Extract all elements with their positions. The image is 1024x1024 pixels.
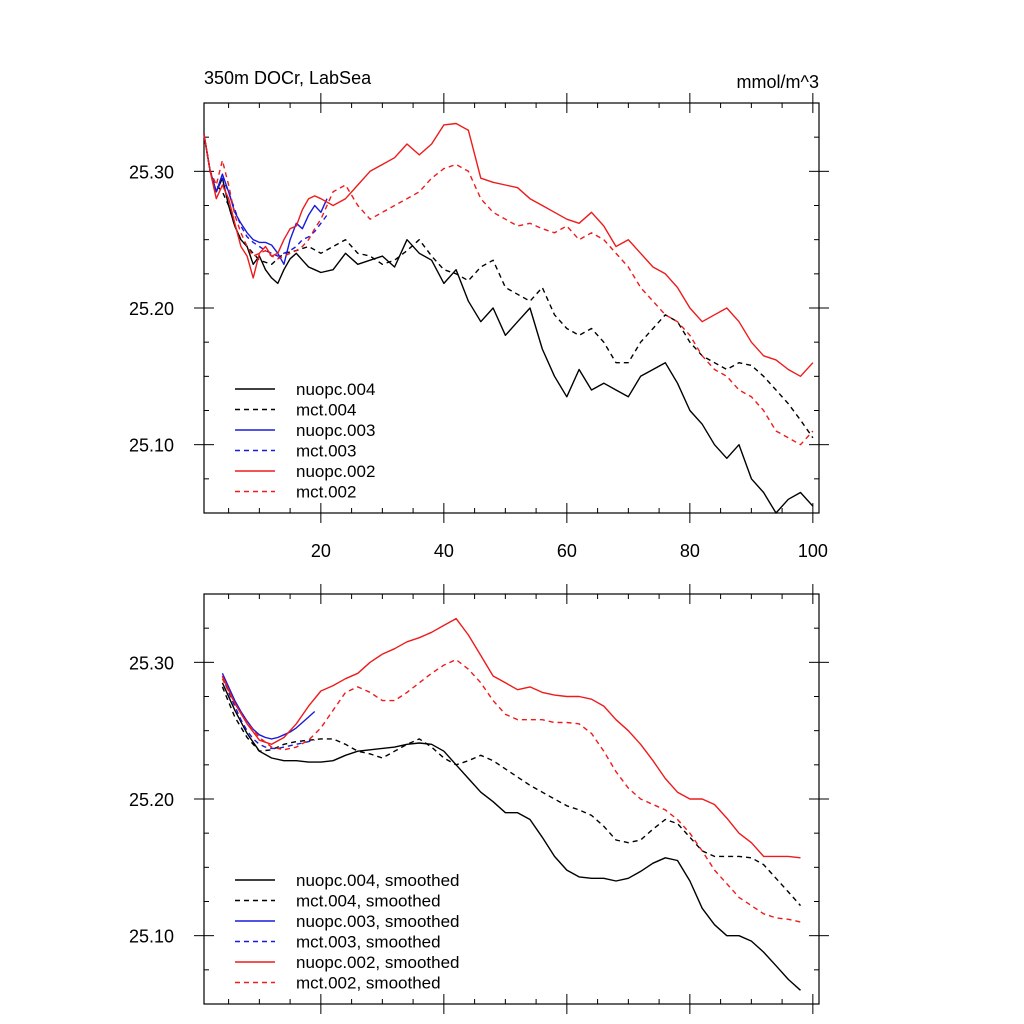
legend-label: mct.004 [296, 401, 356, 420]
series-line-4 [221, 617, 801, 859]
x-tick-labels: 20 40 60 80 100 [311, 541, 828, 561]
y-tick-label: 25.10 [129, 436, 174, 456]
y-tick-label: 25.30 [129, 162, 174, 182]
series-line-1 [221, 686, 802, 907]
y-tick-label: 25.30 [129, 653, 174, 673]
legend-label: nuopc.002, smoothed [296, 953, 460, 972]
series-line-2 [203, 134, 328, 265]
x-tick-label: 100 [798, 541, 828, 561]
legend-label: mct.003, smoothed [296, 933, 441, 952]
y-tick-labels: 25.10 25.20 25.30 [129, 653, 174, 946]
y-tick-label: 25.10 [129, 927, 174, 947]
y-tick-labels: 25.10 25.20 25.30 [129, 162, 174, 455]
legend-label: nuopc.004 [296, 380, 375, 399]
series-line-5 [221, 658, 801, 923]
tick-marks [194, 93, 829, 523]
legend-label: nuopc.004, smoothed [296, 871, 460, 890]
series-line-3 [221, 675, 315, 750]
series-line-5 [203, 134, 814, 446]
series-line-3 [203, 134, 328, 257]
legend-label: mct.004, smoothed [296, 892, 441, 911]
legend-label: mct.003 [296, 442, 356, 461]
x-tick-label: 80 [680, 541, 700, 561]
x-tick-label: 60 [557, 541, 577, 561]
bottom-panel: 25.10 25.20 25.30 nuopc.004, smoothed mct.0… [129, 584, 829, 1014]
tick-marks [194, 584, 829, 1014]
series-line-0 [203, 134, 814, 514]
series-lines [203, 122, 814, 514]
x-tick-label: 20 [311, 541, 331, 561]
series-lines [221, 617, 802, 991]
top-panel: 350m DOCr, LabSea mmol/m^3 25.1025.2025.… [129, 68, 829, 561]
series-line-4 [203, 122, 814, 377]
y-tick-label: 25.20 [129, 299, 174, 319]
legend-label: mct.002 [296, 483, 356, 502]
units-label: mmol/m^3 [737, 72, 819, 92]
legend-label: nuopc.002 [296, 462, 375, 481]
chart-title: 350m DOCr, LabSea [204, 68, 372, 88]
x-tick-label: 40 [434, 541, 454, 561]
series-line-2 [221, 673, 316, 740]
series-line-0 [221, 682, 801, 991]
legend-label: mct.002, smoothed [296, 974, 441, 993]
legend-label: nuopc.003, smoothed [296, 912, 460, 931]
y-tick-label: 25.20 [129, 790, 174, 810]
legend-label: nuopc.003 [296, 421, 375, 440]
